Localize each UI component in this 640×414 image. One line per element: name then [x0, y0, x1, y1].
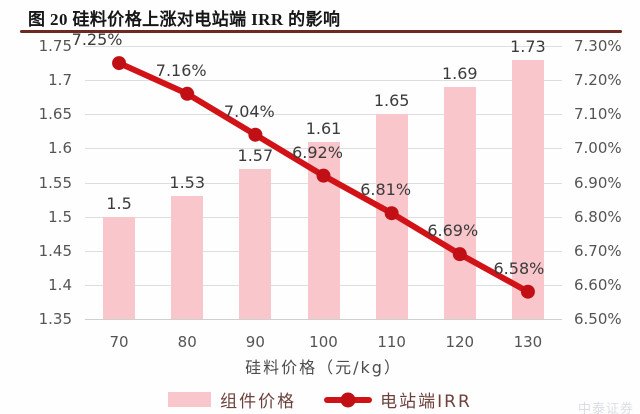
- right-axis-tick: 7.20%: [574, 71, 622, 90]
- gridline: [85, 114, 562, 116]
- title-divider: [20, 30, 622, 33]
- irr-point-marker: [112, 56, 127, 71]
- x-axis-tick: 100: [309, 333, 338, 351]
- x-axis-line: [85, 319, 562, 320]
- legend-label-irr: 电站端IRR: [380, 392, 472, 412]
- irr-value-label: 6.92%: [292, 142, 343, 162]
- right-axis-tick: 7.00%: [574, 139, 622, 158]
- legend-line-swatch-icon: [324, 392, 373, 407]
- bar-value-label: 1.57: [237, 145, 274, 165]
- right-axis-tick: 6.60%: [574, 275, 622, 294]
- irr-value-label: 7.16%: [155, 60, 207, 80]
- irr-point-marker: [180, 86, 195, 101]
- right-axis-tick: 6.90%: [574, 173, 622, 192]
- bar-value-label: 1.61: [305, 118, 342, 138]
- legend-bar-swatch-icon: [168, 392, 212, 407]
- right-axis-tick: 6.50%: [574, 310, 622, 328]
- left-axis-tick: 1.65: [38, 105, 72, 124]
- irr-line-layer: [112, 56, 535, 299]
- plot-area: 1.5 1.53 1.57 1.61 1.65 1.69 1.73 7.25% 7.16% 7.0…: [72, 30, 562, 320]
- legend: 组件价格 电站端IRR: [0, 387, 640, 412]
- x-axis-tick: 120: [445, 333, 475, 351]
- right-y-axis: 7.30% 7.20% 7.10% 7.00% 6.90% 6.80% 6.70% 6.60%…: [574, 37, 640, 328]
- legend-line-marker-icon: [340, 392, 356, 407]
- left-axis-tick: 1.4: [48, 275, 72, 294]
- irr-point-marker: [520, 284, 535, 299]
- watermark: 中泰证券: [577, 402, 634, 414]
- left-axis-tick: 1.45: [38, 241, 72, 260]
- left-y-axis: 1.75 1.7 1.65 1.6 1.55 1.5 1.45 1.4 1.35: [0, 37, 72, 328]
- x-axis-tick: 90: [245, 333, 265, 351]
- x-axis: 70 80 90 100 110 120 130: [85, 333, 562, 353]
- bar-120: [443, 86, 476, 319]
- right-axis-tick: 6.80%: [574, 207, 622, 226]
- left-axis-tick: 1.75: [38, 37, 72, 55]
- bar-value-label: 1.65: [373, 91, 410, 111]
- left-axis-tick: 1.55: [38, 173, 72, 192]
- irr-point-marker: [384, 206, 399, 221]
- x-axis-tick: 110: [377, 333, 406, 351]
- left-axis-tick: 1.35: [38, 310, 72, 328]
- bar-value-label: 1.53: [169, 173, 206, 193]
- bar-70: [103, 216, 136, 319]
- left-axis-tick: 1.7: [48, 71, 72, 90]
- bar-value-label: 1.73: [510, 36, 546, 56]
- x-axis-tick: 70: [109, 333, 129, 351]
- left-axis-tick: 1.6: [48, 139, 72, 158]
- irr-value-label: 7.25%: [71, 30, 123, 50]
- gridline: [85, 80, 562, 82]
- irr-value-label: 7.04%: [223, 101, 275, 121]
- bar-130: [511, 59, 544, 319]
- legend-label-component-price: 组件价格: [220, 392, 297, 412]
- irr-point-marker: [452, 247, 467, 262]
- gridline: [85, 46, 562, 47]
- x-axis-tick: 130: [513, 333, 543, 351]
- right-axis-tick: 7.10%: [574, 105, 622, 124]
- right-axis-tick: 6.70%: [574, 241, 622, 260]
- chart-title: 图 20 硅料价格上涨对电站端 IRR 的影响: [28, 10, 341, 29]
- irr-value-label: 6.58%: [493, 258, 545, 278]
- bar-80: [171, 196, 204, 319]
- bar-value-label: 1.69: [441, 63, 478, 83]
- right-axis-tick: 7.30%: [574, 37, 622, 55]
- x-axis-title: 硅料价格（元/kg）: [245, 358, 402, 377]
- left-axis-tick: 1.5: [48, 207, 72, 226]
- bar-value-label: 1.5: [106, 193, 132, 213]
- irr-point-marker: [316, 168, 331, 183]
- irr-value-label: 6.81%: [360, 180, 412, 200]
- irr-value-label: 6.69%: [427, 221, 479, 241]
- irr-point-marker: [248, 127, 263, 142]
- bar-90: [239, 168, 272, 319]
- x-axis-tick: 80: [177, 333, 197, 351]
